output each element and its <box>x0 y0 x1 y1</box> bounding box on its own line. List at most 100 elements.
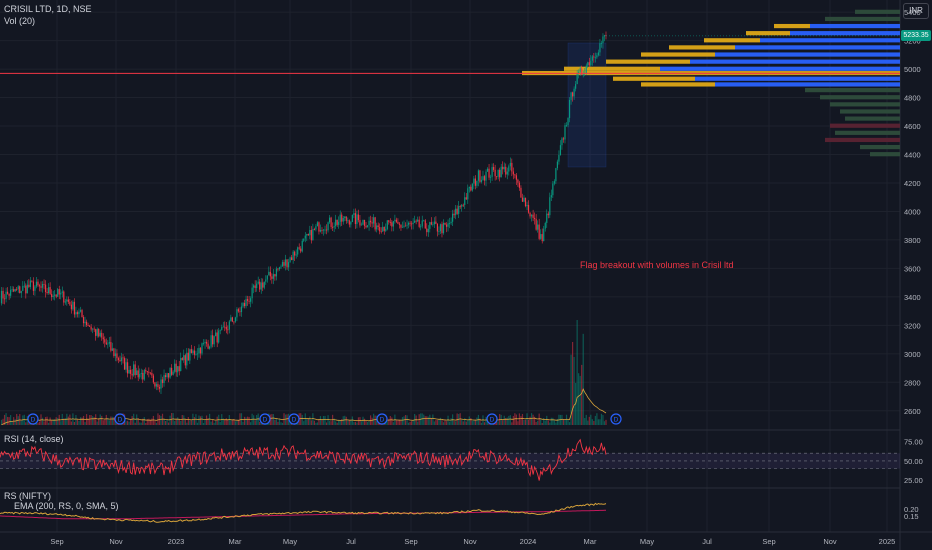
currency-button[interactable]: INR <box>903 3 929 19</box>
candle-body <box>380 231 382 233</box>
volume-bar <box>180 420 182 425</box>
candle-body <box>418 219 420 227</box>
volume-bar <box>336 422 338 425</box>
dividend-marker[interactable]: D <box>610 413 622 425</box>
volume-bar <box>353 422 355 425</box>
candle-body <box>388 220 390 223</box>
volume-bar <box>82 415 85 425</box>
volume-bar <box>316 422 319 425</box>
candle-body <box>167 373 170 378</box>
volume-profile-bar <box>735 45 900 50</box>
candle-body <box>123 358 126 370</box>
volume-bar <box>297 421 299 425</box>
price-axis[interactable]: 2600 2800 3000 3200 3400 3600 3800 4000 4200 4400… <box>904 8 921 416</box>
volume-bar <box>415 415 417 425</box>
candle-body <box>5 291 7 299</box>
volume-bar <box>145 422 147 425</box>
volume-bar <box>371 417 373 425</box>
volume-bar <box>113 417 115 425</box>
volume-bar <box>357 417 360 425</box>
candle-body <box>493 167 495 170</box>
candle-body <box>187 352 189 361</box>
candle-body <box>26 284 28 294</box>
volume-profile-bar <box>790 31 900 36</box>
volume-bar <box>599 419 601 425</box>
volume-bar <box>46 416 48 425</box>
candle-body <box>294 251 296 256</box>
volume-bar <box>107 417 109 425</box>
dividend-marker[interactable]: D <box>114 413 126 425</box>
candle-body <box>368 220 370 226</box>
candle-body <box>225 327 227 330</box>
ema-legend[interactable]: EMA (200, RS, 0, SMA, 5) <box>14 501 119 511</box>
candle-body <box>207 343 209 349</box>
volume-bar <box>535 422 537 425</box>
volume-bar <box>259 421 261 425</box>
candle-body <box>527 204 530 213</box>
volume-bar <box>154 420 156 425</box>
candle-body <box>184 355 186 366</box>
candle-body <box>376 225 378 230</box>
rs-legend[interactable]: RS (NIFTY) <box>4 491 51 501</box>
candle-body <box>49 287 51 295</box>
volume-legend[interactable]: Vol (20) <box>4 16 36 26</box>
candle-body <box>480 179 483 182</box>
dividend-marker[interactable]: D <box>288 413 300 425</box>
volume-bar <box>593 421 595 425</box>
candle-body <box>409 222 411 224</box>
candle-body <box>202 343 205 344</box>
volume-profile-bar <box>641 52 715 57</box>
volume-bar <box>433 421 435 425</box>
volume-bar <box>26 416 28 425</box>
candle-body <box>450 221 452 224</box>
candle-body <box>19 286 21 294</box>
candle-body <box>474 178 476 186</box>
symbol-legend[interactable]: CRISIL LTD, 1D, NSE <box>4 4 92 14</box>
candle-body <box>104 339 106 343</box>
volume-bar <box>527 419 530 425</box>
candle-body <box>102 337 104 340</box>
candle-body <box>321 230 323 231</box>
time-axis[interactable]: Sep Nov 2023 Mar May Jul Sep Nov 2024 Mar May Jul Se… <box>50 537 895 546</box>
candle-body <box>436 223 439 232</box>
dividend-marker[interactable]: D <box>259 413 271 425</box>
volume-bar <box>230 420 232 425</box>
candle-body <box>369 220 372 223</box>
rsi-tick-label: 50.00 <box>904 457 923 466</box>
dividend-marker[interactable]: D <box>27 413 39 425</box>
candle-body <box>359 220 361 226</box>
candle-body <box>120 357 123 361</box>
volume-bar <box>44 417 47 425</box>
dividend-marker-glyph: D <box>31 417 36 424</box>
candle-body <box>341 214 343 222</box>
volume-bar <box>187 417 189 425</box>
candle-body <box>366 225 369 228</box>
volume-bar <box>479 418 481 425</box>
volume-bar <box>167 422 170 425</box>
volume-profile-bar <box>660 66 900 71</box>
volume-bar <box>447 415 449 425</box>
candle-body <box>146 371 148 373</box>
volume-bar <box>438 419 440 425</box>
volume-bar <box>277 421 279 425</box>
candle-body <box>591 56 593 61</box>
volume-bar <box>202 422 205 425</box>
candle-body <box>248 300 250 302</box>
dividend-marker[interactable]: D <box>376 413 388 425</box>
volume-bar <box>471 420 473 425</box>
candle-body <box>119 360 121 361</box>
volume-bar <box>524 419 527 425</box>
volume-bar <box>201 415 203 425</box>
time-tick-label: Nov <box>823 537 837 546</box>
volume-profile-bar <box>845 116 900 121</box>
dividend-marker[interactable]: D <box>486 413 498 425</box>
candle-body <box>221 327 223 330</box>
rsi-legend[interactable]: RSI (14, close) <box>4 434 64 444</box>
candle-body <box>534 217 536 219</box>
candle-body <box>195 354 197 356</box>
candle-body <box>509 162 511 167</box>
candle-body <box>350 222 352 225</box>
candle-body <box>455 208 457 216</box>
